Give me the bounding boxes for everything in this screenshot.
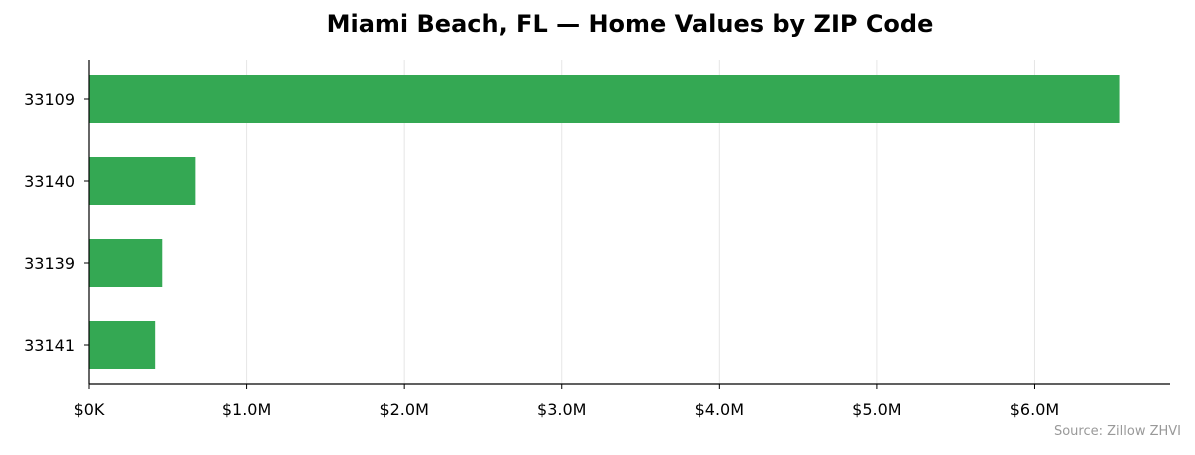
x-tick-labels: $0K $1.0M $2.0M $3.0M $4.0M $5.0M $6.0M <box>74 384 1059 419</box>
y-tick-label: 33141 <box>24 336 75 355</box>
source-note: Source: Zillow ZHVI <box>1053 424 1181 439</box>
x-tick-label: $2.0M <box>379 400 428 419</box>
y-tick-label: 33139 <box>24 254 75 273</box>
bars <box>89 75 1120 369</box>
y-tick-label: 33140 <box>24 172 75 191</box>
y-tick-label: 33109 <box>24 90 75 109</box>
bar-33141 <box>89 321 156 369</box>
chart-title: Miami Beach, FL — Home Values by ZIP Cod… <box>326 10 934 38</box>
x-tick-label: $6.0M <box>1010 400 1059 419</box>
x-tick-label: $3.0M <box>537 400 586 419</box>
bar-33139 <box>89 239 163 287</box>
x-tick-label: $0K <box>74 400 105 419</box>
bar-33140 <box>89 157 196 205</box>
x-tick-label: $4.0M <box>695 400 744 419</box>
x-tick-label: $5.0M <box>852 400 901 419</box>
axes <box>88 60 1170 385</box>
bar-33109 <box>89 75 1120 123</box>
x-tick-label: $1.0M <box>222 400 271 419</box>
y-tick-labels: 33109 33140 33139 33141 <box>24 90 89 355</box>
